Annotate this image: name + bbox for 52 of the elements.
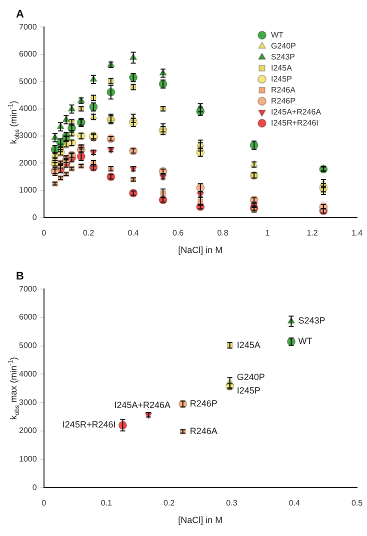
series-label: R246P: [190, 398, 218, 408]
series-label: R246A: [190, 426, 218, 436]
legend-label: I245A+R246A: [271, 107, 322, 116]
series-label: I245A+R246A: [114, 400, 171, 410]
x-tick-label: 0.6: [172, 228, 184, 238]
series-label: S243P: [298, 316, 326, 326]
y-tick-label: 5000: [19, 76, 38, 86]
legend-label: I245A: [271, 63, 293, 72]
series-label: WT: [298, 336, 313, 346]
x-tick-label: 0.2: [82, 228, 95, 238]
y-tick-label: 6000: [19, 50, 38, 59]
series-label: I245R+R246I: [62, 420, 116, 430]
legend-label: I245P: [271, 74, 292, 84]
y-tick-label: 0: [32, 212, 38, 222]
x-tick-label: 0.5: [351, 498, 364, 508]
legend-label: R246A: [271, 85, 296, 94]
y-tick-label: 7000: [19, 284, 38, 294]
chart-title: A: [16, 8, 24, 21]
x-tick-label: 0.3: [226, 498, 238, 508]
legend-label: S243P: [271, 52, 296, 62]
series-label: G240P: [236, 372, 265, 382]
y-tick-label: 3000: [19, 398, 38, 407]
legend-label: I245R+R246I: [271, 118, 318, 128]
y-tick-label: 7000: [19, 22, 38, 32]
legend-label: WT: [271, 30, 284, 40]
x-axis-title: [NaCl] in M: [178, 515, 223, 526]
y-tick-label: 0: [32, 482, 38, 492]
legend-label: G240P: [271, 41, 296, 50]
x-axis-title: [NaCl] in M: [178, 245, 223, 256]
series-label: I245A: [236, 340, 260, 350]
y-tick-label: 2000: [19, 158, 38, 168]
x-tick-label: 0.4: [288, 498, 300, 508]
legend-label: R246P: [271, 96, 296, 106]
y-tick-label: 5000: [19, 341, 38, 350]
x-tick-label: 0.2: [164, 498, 176, 508]
x-tick-label: 1.2: [306, 228, 318, 238]
y-tick-label: 1000: [19, 186, 38, 195]
x-tick-label: 0: [42, 228, 47, 238]
y-tick-label: 4000: [19, 104, 38, 114]
chart-title: B: [16, 270, 24, 283]
x-tick-label: 1: [265, 228, 270, 238]
x-tick-label: 0.8: [217, 228, 229, 238]
x-tick-label: 0.1: [100, 498, 113, 508]
y-tick-label: 2000: [19, 426, 38, 436]
x-tick-label: 0.4: [128, 228, 140, 238]
y-tick-label: 6000: [19, 312, 38, 322]
series-label: I245P: [236, 386, 260, 396]
x-tick-label: 0: [42, 498, 47, 508]
y-tick-label: 4000: [19, 369, 38, 378]
y-tick-label: 3000: [19, 131, 38, 140]
x-tick-label: 1.4: [351, 228, 364, 238]
y-tick-label: 1000: [19, 454, 38, 464]
